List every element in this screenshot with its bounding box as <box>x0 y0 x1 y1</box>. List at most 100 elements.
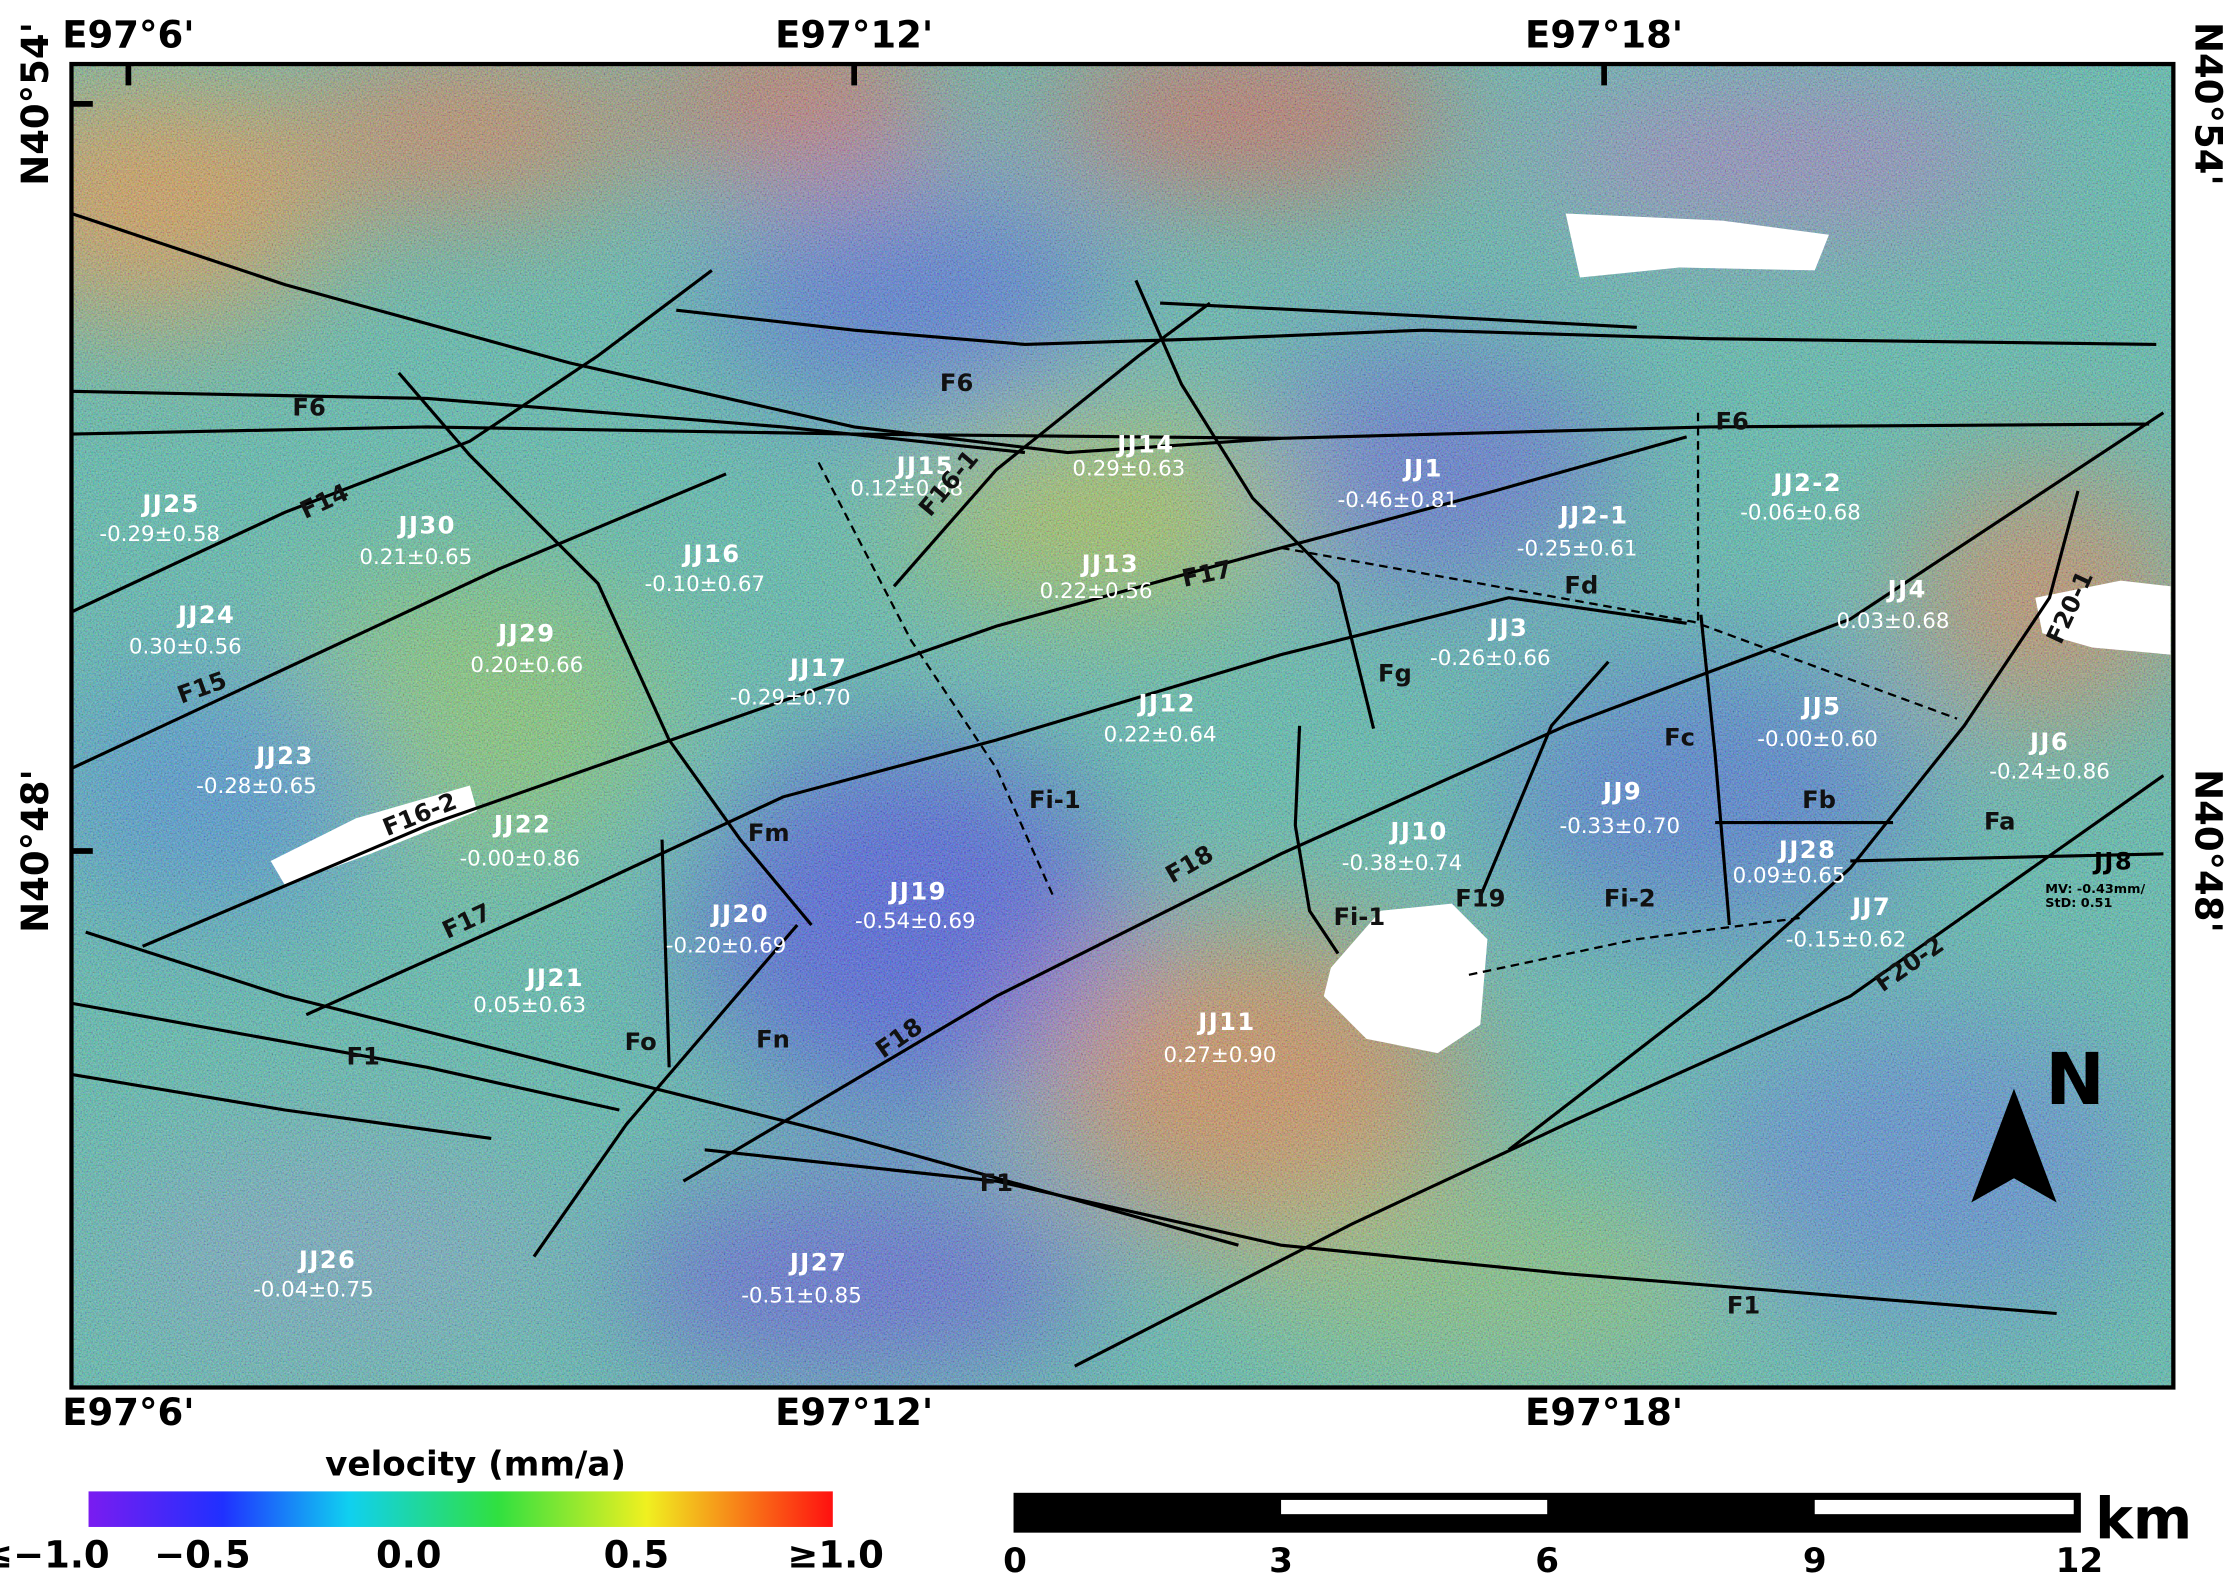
coord-left: N40°48' <box>14 769 57 933</box>
block-velocity: 0.12±0.68 <box>850 477 963 502</box>
block-name: JJ1 <box>1402 455 1443 483</box>
block-name: JJ13 <box>1080 550 1139 578</box>
block-velocity: 0.03±0.68 <box>1837 609 1950 634</box>
block-velocity: -0.15±0.62 <box>1786 928 1907 953</box>
block-velocity: -0.10±0.67 <box>644 572 765 597</box>
coord-right: N40°48' <box>2187 769 2230 933</box>
legend-tick: ≤−1.0 <box>0 1533 110 1576</box>
block-name: JJ6 <box>2028 728 2069 756</box>
scale-tick: 3 <box>1269 1541 1293 1581</box>
fault-label: Fa <box>1984 808 2015 836</box>
block-velocity: -0.06±0.68 <box>1740 501 1861 526</box>
fault-label: Fm <box>748 819 790 847</box>
block-note: MV: -0.43mm/ <box>2045 882 2145 897</box>
block-name: JJ26 <box>297 1246 356 1274</box>
block-name: JJ9 <box>1601 778 1642 806</box>
fault-label: F19 <box>1455 884 1505 912</box>
block-velocity: 0.21±0.65 <box>359 545 472 570</box>
block-name: JJ28 <box>1777 836 1836 864</box>
block-velocity: -0.24±0.86 <box>1989 760 2110 785</box>
block-velocity: -0.29±0.58 <box>99 522 220 547</box>
fault-label: Fi-2 <box>1604 884 1656 912</box>
legend-tick: ≥1.0 <box>787 1533 884 1576</box>
block-velocity: -0.28±0.65 <box>196 774 317 799</box>
block-name: JJ30 <box>397 512 456 540</box>
fault-label: F1 <box>980 1169 1013 1197</box>
coord-right: N40°54' <box>2187 22 2230 186</box>
block-velocity: 0.22±0.56 <box>1040 579 1153 604</box>
block-velocity: 0.20±0.66 <box>470 653 583 678</box>
block-name: JJ22 <box>492 810 551 838</box>
block-name: JJ11 <box>1196 1008 1255 1036</box>
block-velocity: 0.27±0.90 <box>1163 1043 1276 1068</box>
block-velocity: -0.54±0.69 <box>855 909 976 934</box>
block-name: JJ10 <box>1388 817 1447 845</box>
block-velocity: 0.29±0.63 <box>1072 457 1185 482</box>
block-velocity: -0.38±0.74 <box>1342 851 1463 876</box>
block-velocity: -0.29±0.70 <box>730 686 851 711</box>
block-velocity: 0.09±0.65 <box>1733 864 1846 889</box>
colorbar <box>88 1491 833 1527</box>
block-velocity: -0.20±0.69 <box>666 933 787 958</box>
block-velocity: 0.22±0.64 <box>1104 723 1217 748</box>
block-name: JJ3 <box>1487 614 1528 642</box>
fault-label: Fi-1 <box>1029 786 1081 814</box>
fault-label: F6 <box>940 369 973 397</box>
block-name: JJ14 <box>1115 430 1174 458</box>
coord-top: E97°6' <box>62 14 194 57</box>
coord-bottom: E97°6' <box>62 1391 194 1434</box>
fault-label: F6 <box>1716 408 1749 436</box>
block-name: JJ15 <box>895 452 954 480</box>
fault-label: Fg <box>1378 660 1412 688</box>
scale-tick: 9 <box>1803 1541 1827 1581</box>
scale-unit: km <box>2095 1486 2192 1552</box>
block-name: JJ4 <box>1886 576 1927 604</box>
block-velocity: -0.33±0.70 <box>1559 814 1680 839</box>
block-velocity: -0.00±0.86 <box>459 847 580 872</box>
legend-tick: −0.5 <box>154 1533 251 1576</box>
block-name: JJ12 <box>1137 689 1196 717</box>
block-velocity: -0.51±0.85 <box>741 1283 862 1308</box>
block-velocity: -0.46±0.81 <box>1337 488 1458 513</box>
block-name: JJ17 <box>788 654 847 682</box>
legend-tick: 0.5 <box>604 1533 670 1576</box>
block-velocity: -0.04±0.75 <box>253 1278 374 1303</box>
fault-label: F1 <box>347 1042 380 1070</box>
coord-bottom: E97°12' <box>775 1391 933 1434</box>
block-name: JJ24 <box>176 601 235 629</box>
no-data-areas <box>270 213 2171 1054</box>
velocity-field <box>71 64 2174 1388</box>
legend-title: velocity (mm/a) <box>325 1444 626 1484</box>
block-name: JJ2-1 <box>1558 502 1629 530</box>
fault-label: F1 <box>1727 1291 1760 1319</box>
fault-label: Fc <box>1664 724 1695 752</box>
fault-label: Fd <box>1564 571 1598 599</box>
coord-top: E97°18' <box>1525 14 1683 57</box>
scale-bar <box>1013 1492 2081 1533</box>
block-velocity: 0.30±0.56 <box>129 635 242 660</box>
north-label: N <box>2045 1038 2105 1121</box>
block-name: JJ21 <box>525 964 584 992</box>
block-note: StD: 0.51 <box>2045 896 2112 911</box>
legend-tick: 0.0 <box>376 1533 442 1576</box>
scale-tick: 0 <box>1003 1541 1027 1581</box>
coord-bottom: E97°18' <box>1525 1391 1683 1434</box>
coord-top: E97°12' <box>775 14 933 57</box>
block-name: JJ20 <box>710 900 769 928</box>
faults <box>70 211 2165 1368</box>
block-name: JJ19 <box>888 877 947 905</box>
block-name: JJ8 <box>2092 847 2133 875</box>
block-velocity: -0.26±0.66 <box>1430 646 1551 671</box>
block-velocity: -0.00±0.60 <box>1757 727 1878 752</box>
block-name: JJ23 <box>254 742 313 770</box>
scale-tick: 6 <box>1535 1541 1559 1581</box>
coord-left: N40°54' <box>14 22 57 186</box>
north-arrow <box>1971 1088 2057 1203</box>
fault-label: F6 <box>292 393 325 421</box>
fault-label: Fo <box>625 1028 657 1056</box>
fault-label: Fi-1 <box>1334 903 1386 931</box>
block-name: JJ27 <box>788 1249 847 1277</box>
block-velocity: -0.25±0.61 <box>1517 536 1638 561</box>
